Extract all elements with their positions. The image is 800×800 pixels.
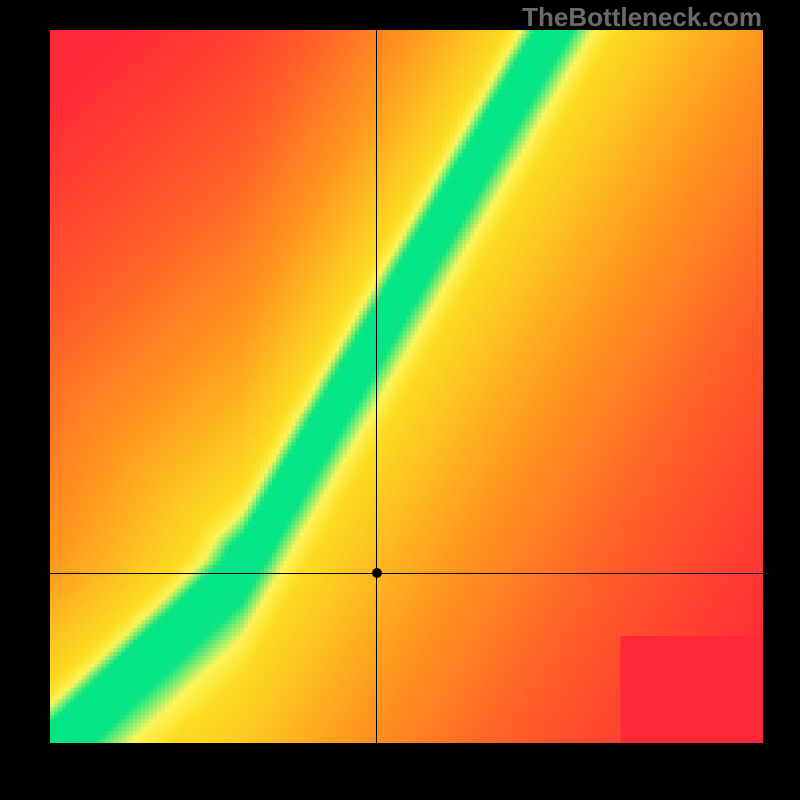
crosshair-marker [372, 568, 382, 578]
watermark-text: TheBottleneck.com [522, 2, 762, 33]
chart-container: TheBottleneck.com [0, 0, 800, 800]
bottleneck-heatmap [50, 30, 763, 743]
